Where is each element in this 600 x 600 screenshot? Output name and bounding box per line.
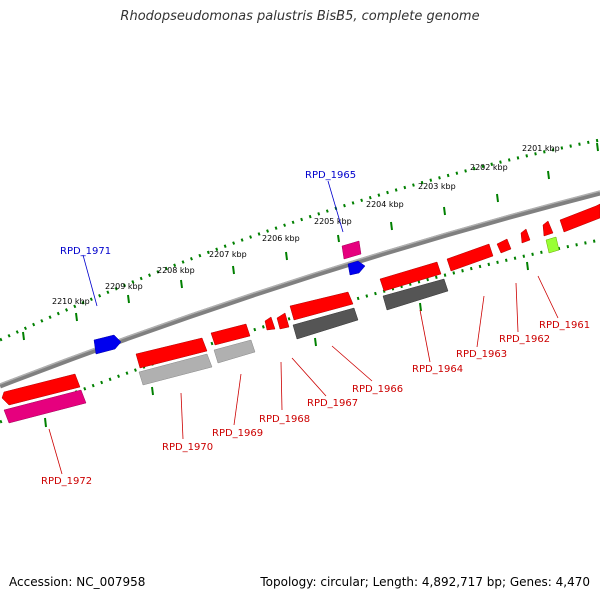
label-rpd-1962[interactable]: RPD_1962 <box>499 334 550 345</box>
feature-rpd-1965[interactable] <box>347 260 366 276</box>
kbp-labels: 2201 kbp 2202 kbp 2203 kbp 2204 kbp 2205… <box>52 144 560 306</box>
genome-summary: Topology: circular; Length: 4,892,717 bp… <box>260 575 590 589</box>
gene-rpd-1972[interactable] <box>1 373 81 406</box>
special-features <box>93 240 366 355</box>
gene-rpd-1962b[interactable] <box>542 220 554 237</box>
gene-rpd-1961-rev[interactable] <box>545 236 560 254</box>
kbp-label-2203: 2203 kbp <box>418 182 456 191</box>
gene-rpd-1968[interactable] <box>264 316 276 331</box>
gene-rpd-1970-rev[interactable] <box>138 353 213 386</box>
label-rpd-1966[interactable]: RPD_1966 <box>352 384 403 395</box>
kbp-label-2208: 2208 kbp <box>157 266 195 275</box>
label-rpd-1971[interactable]: RPD_1971 <box>60 246 111 257</box>
kbp-label-2201: 2201 kbp <box>522 144 560 153</box>
gene-rpd-1969[interactable] <box>210 323 251 346</box>
gene-rpd-1972-rev[interactable] <box>3 389 87 424</box>
genome-backbone <box>0 190 600 389</box>
gene-rpd-1963b[interactable] <box>496 238 512 254</box>
label-rpd-1963[interactable]: RPD_1963 <box>456 349 507 360</box>
label-rpd-1961[interactable]: RPD_1961 <box>539 320 590 331</box>
inner-major-ticks <box>44 261 529 428</box>
accession-label: Accession: NC_007958 <box>9 575 146 589</box>
gene-rpd-1964-rev[interactable] <box>382 278 449 311</box>
label-rpd-1967[interactable]: RPD_1967 <box>307 398 358 409</box>
gene-rpd-1969-rev[interactable] <box>213 339 256 364</box>
kbp-label-2205: 2205 kbp <box>314 217 352 226</box>
kbp-label-2209: 2209 kbp <box>105 282 143 291</box>
gene-rpd-1963a[interactable] <box>446 243 494 272</box>
feature-rpd-1965-rna[interactable] <box>341 240 362 260</box>
gene-rpd-1967[interactable] <box>276 312 290 330</box>
map-title: Rhodopseudomonas palustris BisB5, comple… <box>120 9 480 24</box>
label-rpd-1968[interactable]: RPD_1968 <box>259 414 310 425</box>
forward-genes <box>1 203 600 406</box>
label-rpd-1970[interactable]: RPD_1970 <box>162 442 213 453</box>
label-rpd-1964[interactable]: RPD_1964 <box>412 364 463 375</box>
gene-rpd-1966[interactable] <box>289 291 354 321</box>
label-rpd-1969[interactable]: RPD_1969 <box>212 428 263 439</box>
major-ticks <box>22 142 599 341</box>
gene-rpd-1961[interactable] <box>559 203 600 233</box>
kbp-label-2207: 2207 kbp <box>209 250 247 259</box>
kbp-label-2210: 2210 kbp <box>52 297 90 306</box>
inner-tick-ruler <box>0 238 600 424</box>
leader-lines <box>48 180 559 475</box>
gene-rpd-1962a[interactable] <box>520 228 531 244</box>
kbp-label-2202: 2202 kbp <box>470 163 508 172</box>
kbp-label-2204: 2204 kbp <box>366 200 404 209</box>
kbp-label-2206: 2206 kbp <box>262 234 300 243</box>
gene-rpd-1966-rev[interactable] <box>292 307 359 340</box>
reverse-genes <box>3 236 560 424</box>
gene-labels: RPD_1961 RPD_1962 RPD_1963 RPD_1964 RPD_… <box>41 170 590 487</box>
gene-rpd-1970[interactable] <box>135 337 208 369</box>
label-rpd-1965[interactable]: RPD_1965 <box>305 170 356 181</box>
gene-rpd-1964[interactable] <box>379 261 442 292</box>
label-rpd-1972[interactable]: RPD_1972 <box>41 476 92 487</box>
feature-rpd-1971[interactable] <box>93 334 122 355</box>
